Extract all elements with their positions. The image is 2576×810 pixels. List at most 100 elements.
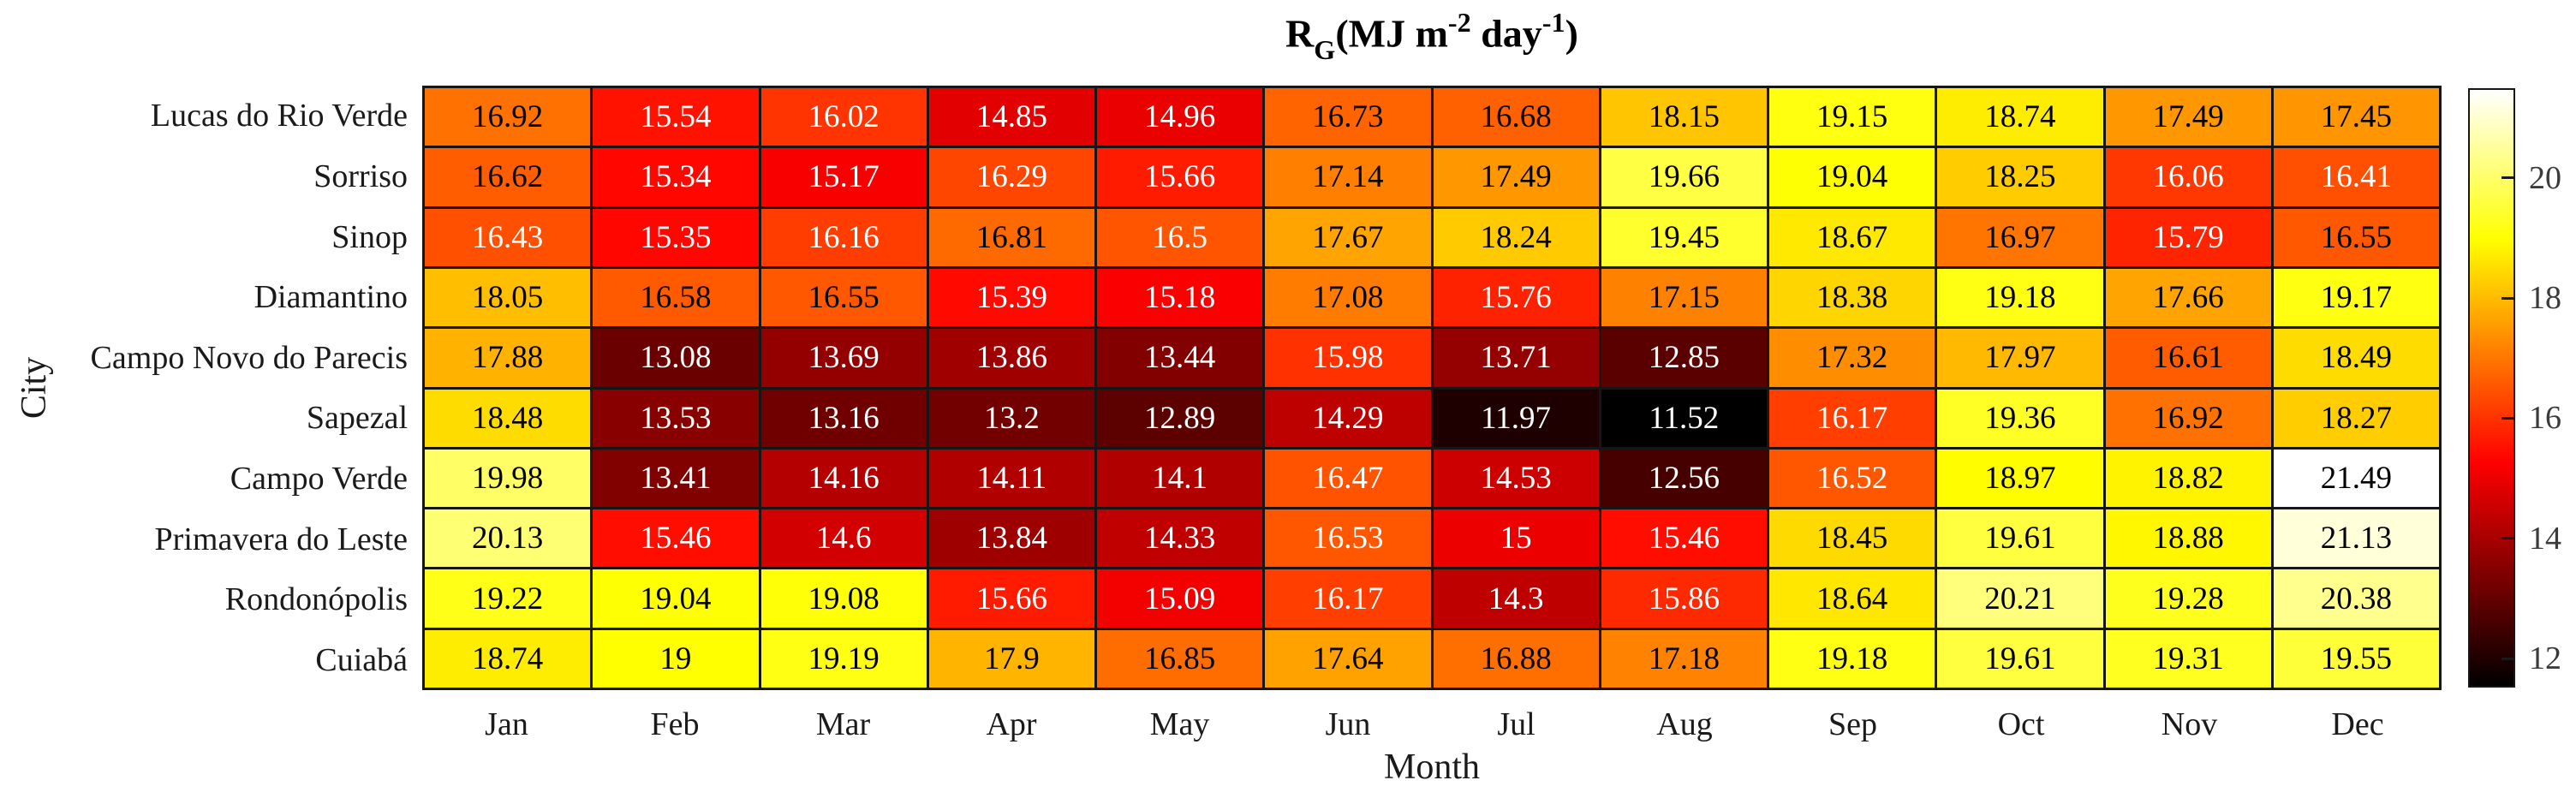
heatmap-cell: 13.16	[760, 389, 927, 447]
heatmap-cell: 19.17	[2273, 268, 2439, 327]
heatmap-cell: 16.29	[928, 148, 1094, 206]
heatmap-cell: 19.08	[760, 569, 927, 628]
x-tick-label: Jul	[1497, 706, 1535, 742]
heatmap-cell: 17.14	[1265, 148, 1431, 206]
heatmap-cell: 13.71	[1433, 329, 1599, 387]
heatmap-cell: 13.53	[593, 389, 759, 447]
heatmap-cell: 16.52	[1769, 449, 1935, 508]
heatmap-cell: 17.64	[1265, 629, 1431, 688]
x-tick-label: Oct	[1997, 706, 2045, 742]
heatmap-cell: 18.27	[2273, 389, 2439, 447]
title-unit-close: )	[1565, 11, 1578, 56]
title-exponent-m: -2	[1447, 7, 1471, 38]
heatmap-cell: 16.17	[1265, 569, 1431, 628]
heatmap-cell: 15.66	[928, 569, 1094, 628]
colorbar-tick-label: 14	[2529, 520, 2561, 557]
heatmap-cell: 13.86	[928, 329, 1094, 387]
y-tick-label: Cuiabá	[315, 641, 408, 678]
heatmap-cell: 15.66	[1097, 148, 1263, 206]
y-axis-title: City	[15, 356, 54, 420]
x-tick-label: Feb	[650, 706, 700, 742]
heatmap-cell: 17.49	[2105, 88, 2271, 146]
heatmap-cell: 16.73	[1265, 88, 1431, 146]
heatmap-cell: 16.06	[2105, 148, 2271, 206]
heatmap-cell: 20.38	[2273, 569, 2439, 628]
heatmap-cell: 15.76	[1433, 268, 1599, 327]
heatmap-cell: 12.85	[1601, 329, 1767, 387]
heatmap-cell: 18.49	[2273, 329, 2439, 387]
x-tick-label: Apr	[986, 706, 1037, 742]
heatmap-cell: 19	[593, 629, 759, 688]
heatmap-cell: 16.53	[1265, 509, 1431, 568]
heatmap-cell: 18.67	[1769, 208, 1935, 266]
y-tick-label: Rondonópolis	[224, 581, 408, 618]
x-tick-label: Aug	[1656, 706, 1713, 742]
heatmap-cell: 15.98	[1265, 329, 1431, 387]
heatmap-cell: 15.09	[1097, 569, 1263, 628]
heatmap-cell: 15.46	[593, 509, 759, 568]
heatmap-cell: 15.17	[760, 148, 927, 206]
heatmap-cell: 19.98	[425, 449, 591, 508]
heatmap-cell: 13.69	[760, 329, 927, 387]
x-axis-title: Month	[1383, 747, 1480, 787]
heatmap-cell: 18.97	[1937, 449, 2103, 508]
x-tick-label: Sep	[1828, 706, 1877, 742]
y-tick-label: Sapezal	[306, 400, 408, 437]
heatmap-cell: 18.38	[1769, 268, 1935, 327]
heatmap-cell: 17.15	[1601, 268, 1767, 327]
heatmap-cell: 19.31	[2105, 629, 2271, 688]
heatmap-cell: 16.61	[2105, 329, 2271, 387]
heatmap-cell: 16.17	[1769, 389, 1935, 447]
y-tick-label: Campo Novo do Parecis	[90, 339, 408, 376]
heatmap-cell: 18.48	[425, 389, 591, 447]
y-tick-label: Diamantino	[253, 279, 408, 316]
heatmap-cell: 14.96	[1097, 88, 1263, 146]
colorbar-tick-label: 20	[2529, 159, 2561, 196]
title-unit-open: (MJ m	[1335, 11, 1448, 56]
heatmap-cell: 16.81	[928, 208, 1094, 266]
heatmap-cell: 19.45	[1601, 208, 1767, 266]
heatmap-cell: 16.68	[1433, 88, 1599, 146]
heatmap-cell: 14.85	[928, 88, 1094, 146]
heatmap-cell: 16.62	[425, 148, 591, 206]
x-tick-label: Nov	[2161, 706, 2218, 742]
heatmap-cell: 11.52	[1601, 389, 1767, 447]
heatmap-cell: 16.92	[425, 88, 591, 146]
heatmap-cell: 19.18	[1769, 629, 1935, 688]
heatmap-cell: 19.55	[2273, 629, 2439, 688]
heatmap-cell: 16.16	[760, 208, 927, 266]
heatmap-cell: 17.32	[1769, 329, 1935, 387]
heatmap-cell: 14.3	[1433, 569, 1599, 628]
heatmap-cell: 14.1	[1097, 449, 1263, 508]
heatmap-cell: 14.11	[928, 449, 1094, 508]
heatmap-cell: 15.86	[1601, 569, 1767, 628]
heatmap-cell: 17.18	[1601, 629, 1767, 688]
heatmap-cell: 12.56	[1601, 449, 1767, 508]
heatmap-cell: 18.82	[2105, 449, 2271, 508]
title-symbol: R	[1285, 11, 1315, 56]
heatmap-cell: 20.21	[1937, 569, 2103, 628]
heatmap-cell: 16.02	[760, 88, 927, 146]
heatmap-cell: 19.36	[1937, 389, 2103, 447]
heatmap-cell: 11.97	[1433, 389, 1599, 447]
heatmap-cell: 14.53	[1433, 449, 1599, 508]
heatmap-cell: 15	[1433, 509, 1599, 568]
heatmap-cell: 18.88	[2105, 509, 2271, 568]
heatmap-cell: 15.18	[1097, 268, 1263, 327]
heatmap-cell: 19.22	[425, 569, 591, 628]
heatmap-cell: 21.13	[2273, 509, 2439, 568]
heatmap-cell: 19.61	[1937, 629, 2103, 688]
heatmap-cell: 13.2	[928, 389, 1094, 447]
y-tick-label: Primavera do Leste	[154, 521, 408, 557]
heatmap-cell: 19.15	[1769, 88, 1935, 146]
chart-title: RG(MJ m-2 day-1)	[422, 7, 2442, 67]
x-tick-label: Dec	[2331, 706, 2384, 742]
y-tick-label: Sorriso	[313, 158, 408, 194]
heatmap-cell: 17.88	[425, 329, 591, 387]
heatmap-cell: 14.29	[1265, 389, 1431, 447]
heatmap-cell: 18.64	[1769, 569, 1935, 628]
heatmap-cell: 18.05	[425, 268, 591, 327]
heatmap-cell: 16.41	[2273, 148, 2439, 206]
heatmap-cell: 19.18	[1937, 268, 2103, 327]
